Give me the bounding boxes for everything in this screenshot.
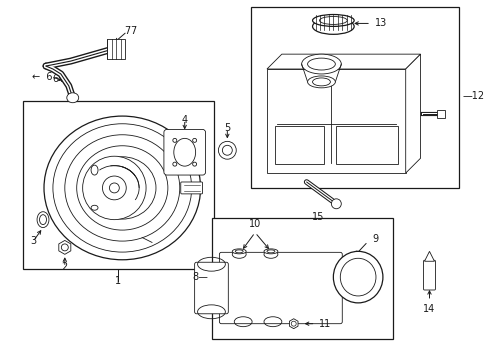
Polygon shape xyxy=(424,251,435,261)
Text: 13: 13 xyxy=(375,18,387,28)
Ellipse shape xyxy=(264,249,278,254)
Text: 11: 11 xyxy=(318,319,331,329)
Polygon shape xyxy=(267,69,406,173)
Bar xyxy=(107,39,125,59)
Text: —12: —12 xyxy=(462,91,484,101)
FancyBboxPatch shape xyxy=(195,262,228,314)
Circle shape xyxy=(219,141,236,159)
Polygon shape xyxy=(267,54,420,69)
Polygon shape xyxy=(406,54,420,173)
Text: ←  6: ← 6 xyxy=(32,72,53,82)
Ellipse shape xyxy=(232,249,246,254)
Bar xyxy=(23,101,215,269)
FancyBboxPatch shape xyxy=(423,260,436,290)
Bar xyxy=(336,126,398,164)
Text: 3: 3 xyxy=(30,237,36,247)
FancyBboxPatch shape xyxy=(181,182,202,194)
Text: 5: 5 xyxy=(224,123,230,134)
Circle shape xyxy=(102,176,126,200)
Text: 14: 14 xyxy=(423,304,436,314)
Ellipse shape xyxy=(308,76,335,88)
FancyBboxPatch shape xyxy=(220,252,343,324)
Ellipse shape xyxy=(67,93,79,103)
Text: 9: 9 xyxy=(372,234,378,244)
Circle shape xyxy=(83,156,146,220)
Ellipse shape xyxy=(232,250,246,258)
Ellipse shape xyxy=(333,251,383,303)
Text: 7: 7 xyxy=(130,26,136,36)
Bar xyxy=(275,126,324,164)
Bar xyxy=(213,218,393,338)
Bar xyxy=(438,110,445,118)
Text: 10: 10 xyxy=(249,219,261,229)
Ellipse shape xyxy=(37,212,49,228)
Bar xyxy=(251,6,459,188)
Ellipse shape xyxy=(313,14,354,26)
Text: 1: 1 xyxy=(115,276,122,286)
Circle shape xyxy=(331,199,342,209)
Ellipse shape xyxy=(264,250,278,258)
Text: 15: 15 xyxy=(312,212,325,222)
Ellipse shape xyxy=(302,54,342,74)
Text: 7: 7 xyxy=(124,26,130,36)
Text: 4: 4 xyxy=(182,114,188,125)
Ellipse shape xyxy=(44,116,200,260)
FancyBboxPatch shape xyxy=(164,130,205,175)
Text: 8—: 8— xyxy=(193,272,209,282)
Text: 6: 6 xyxy=(53,74,59,84)
Ellipse shape xyxy=(313,18,354,34)
Text: 2: 2 xyxy=(62,262,68,272)
